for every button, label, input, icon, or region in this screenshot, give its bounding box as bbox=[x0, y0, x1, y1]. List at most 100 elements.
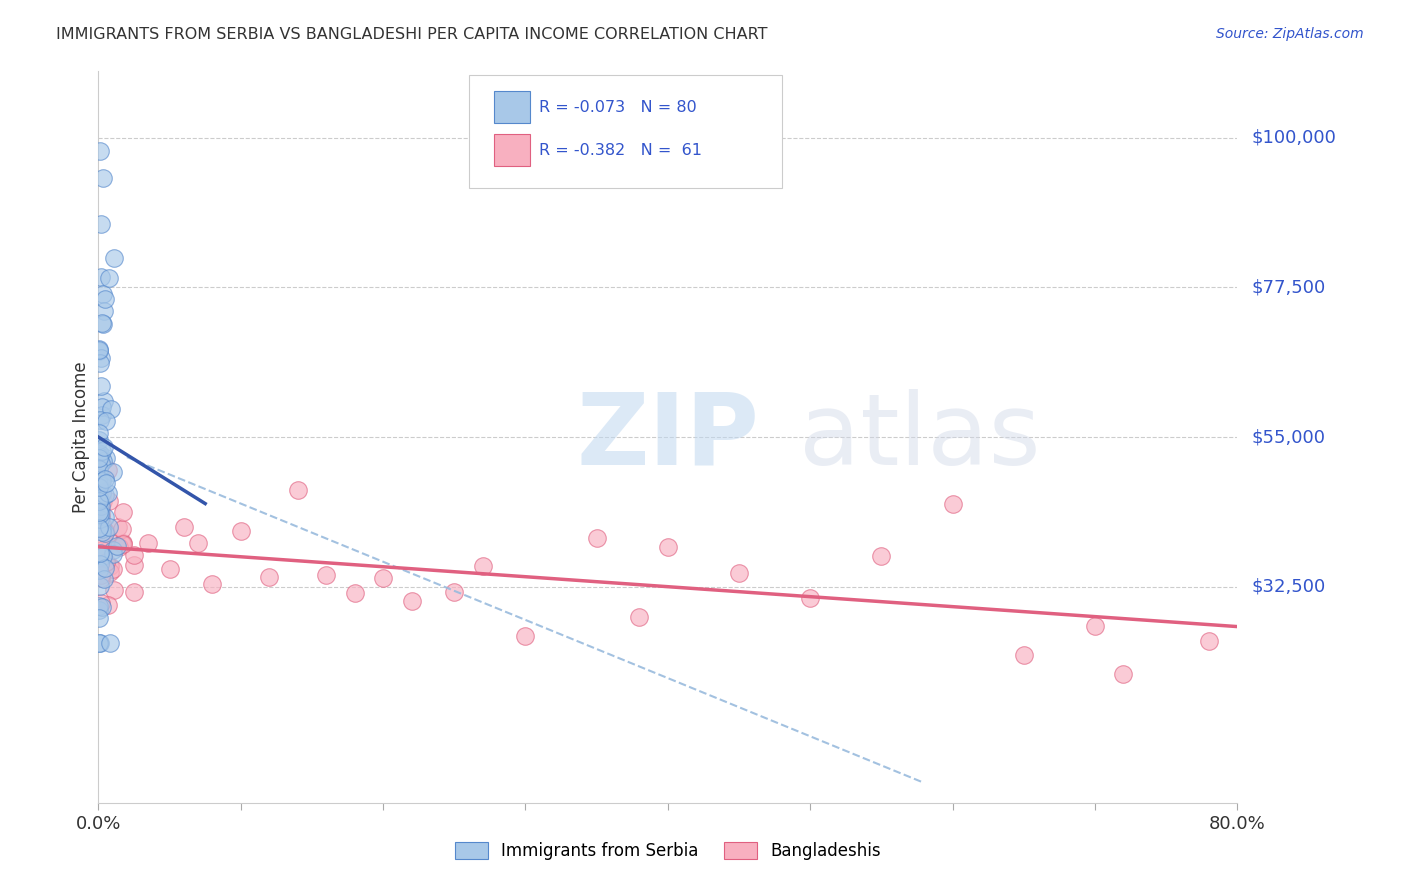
Point bbox=[657, 540, 679, 554]
Point bbox=[136, 536, 159, 550]
Point bbox=[87, 563, 110, 577]
Point bbox=[89, 356, 111, 370]
Point bbox=[89, 412, 111, 426]
Point bbox=[90, 270, 112, 285]
Point bbox=[1012, 648, 1035, 662]
Text: ZIP: ZIP bbox=[576, 389, 759, 485]
Point bbox=[87, 599, 110, 614]
Point bbox=[93, 303, 115, 318]
Point bbox=[89, 579, 111, 593]
Point bbox=[97, 530, 120, 544]
Text: $32,500: $32,500 bbox=[1251, 578, 1326, 596]
Point bbox=[87, 476, 110, 491]
Point bbox=[89, 433, 111, 447]
Point bbox=[97, 485, 120, 500]
Point bbox=[90, 456, 112, 470]
Point bbox=[91, 485, 114, 500]
Point bbox=[103, 583, 125, 598]
Point bbox=[159, 562, 181, 576]
Point bbox=[89, 144, 111, 158]
Point bbox=[94, 556, 117, 570]
Point bbox=[443, 585, 465, 599]
Point bbox=[87, 493, 110, 508]
Bar bbox=[494, 91, 530, 123]
Point bbox=[90, 596, 112, 610]
Point bbox=[90, 351, 112, 365]
Point bbox=[173, 519, 195, 533]
Point bbox=[89, 451, 111, 466]
Point bbox=[91, 485, 114, 500]
Point bbox=[90, 443, 112, 458]
Point bbox=[585, 531, 607, 545]
Point bbox=[471, 559, 494, 574]
Point bbox=[93, 454, 115, 468]
Point bbox=[90, 509, 112, 524]
Point bbox=[91, 471, 114, 485]
Point bbox=[97, 599, 120, 613]
Point bbox=[373, 571, 395, 585]
Point bbox=[201, 577, 224, 591]
Point bbox=[103, 542, 125, 557]
Point bbox=[94, 475, 117, 490]
Point bbox=[91, 170, 114, 185]
Point bbox=[91, 471, 114, 485]
Point bbox=[1112, 667, 1135, 681]
Point bbox=[315, 568, 337, 582]
Point bbox=[87, 426, 110, 441]
Point bbox=[187, 536, 209, 550]
Text: R = -0.382   N =  61: R = -0.382 N = 61 bbox=[538, 143, 702, 158]
Point bbox=[799, 591, 821, 606]
Point bbox=[87, 480, 110, 494]
Point bbox=[91, 400, 114, 414]
Y-axis label: Per Capita Income: Per Capita Income bbox=[72, 361, 90, 513]
Text: Source: ZipAtlas.com: Source: ZipAtlas.com bbox=[1216, 27, 1364, 41]
Point bbox=[103, 465, 125, 479]
Point bbox=[105, 539, 128, 553]
Point bbox=[90, 499, 112, 513]
Point bbox=[97, 520, 120, 534]
Point bbox=[870, 549, 893, 563]
Text: $77,500: $77,500 bbox=[1251, 278, 1326, 296]
Point bbox=[111, 537, 134, 551]
Point bbox=[94, 555, 117, 569]
Text: IMMIGRANTS FROM SERBIA VS BANGLADESHI PER CAPITA INCOME CORRELATION CHART: IMMIGRANTS FROM SERBIA VS BANGLADESHI PE… bbox=[56, 27, 768, 42]
Point bbox=[1084, 619, 1107, 633]
Point bbox=[90, 567, 112, 582]
Point bbox=[90, 542, 112, 557]
Point bbox=[942, 497, 965, 511]
Point bbox=[89, 557, 111, 571]
Bar bbox=[494, 135, 530, 167]
Point bbox=[98, 493, 121, 508]
Point bbox=[89, 503, 111, 517]
Point bbox=[515, 629, 537, 643]
Point bbox=[103, 251, 125, 265]
Point bbox=[87, 468, 110, 483]
Point bbox=[91, 474, 114, 488]
Point bbox=[90, 516, 112, 531]
Point bbox=[89, 497, 111, 511]
Point bbox=[91, 287, 114, 301]
Point bbox=[87, 505, 110, 519]
Point bbox=[728, 566, 751, 580]
Point bbox=[93, 532, 115, 546]
Point bbox=[89, 344, 111, 359]
Point bbox=[89, 462, 111, 476]
Point bbox=[89, 636, 111, 650]
Point bbox=[87, 636, 110, 650]
Point bbox=[91, 549, 114, 564]
Point bbox=[87, 445, 110, 459]
Point bbox=[90, 600, 112, 615]
Point bbox=[89, 379, 111, 393]
Text: $55,000: $55,000 bbox=[1251, 428, 1326, 446]
Point bbox=[94, 526, 117, 541]
Point bbox=[93, 494, 115, 508]
Point bbox=[122, 548, 145, 562]
Point bbox=[100, 636, 122, 650]
Point bbox=[89, 491, 111, 506]
Point bbox=[90, 522, 112, 536]
Point bbox=[89, 480, 111, 494]
Point bbox=[90, 511, 112, 525]
Point bbox=[94, 292, 117, 306]
Point bbox=[87, 603, 110, 617]
Text: R = -0.073   N = 80: R = -0.073 N = 80 bbox=[538, 100, 697, 115]
